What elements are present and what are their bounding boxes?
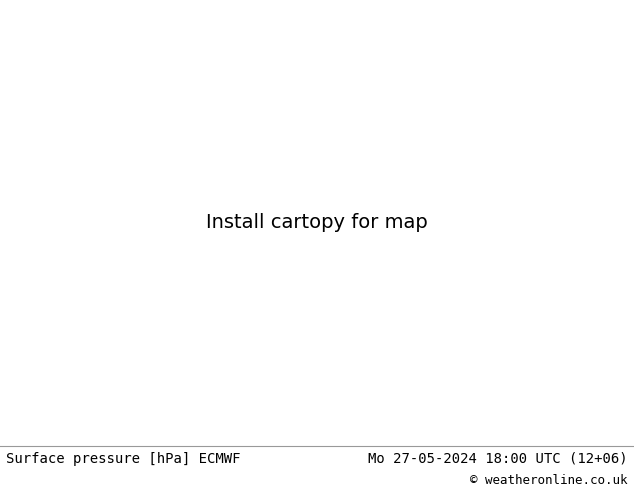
Text: Surface pressure [hPa] ECMWF: Surface pressure [hPa] ECMWF [6,452,241,466]
Text: Mo 27-05-2024 18:00 UTC (12+06): Mo 27-05-2024 18:00 UTC (12+06) [368,451,628,465]
Text: © weatheronline.co.uk: © weatheronline.co.uk [470,474,628,487]
Text: Install cartopy for map: Install cartopy for map [206,214,428,232]
